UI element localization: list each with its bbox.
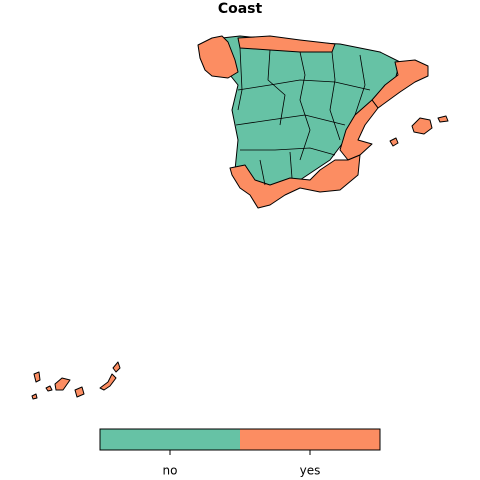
legend-label: no — [163, 464, 178, 478]
mallorca — [411, 117, 433, 135]
mainland — [197, 35, 429, 209]
balearic-islands — [389, 115, 449, 147]
island — [112, 361, 121, 373]
canary-islands — [31, 361, 121, 400]
legend: no yes — [99, 428, 381, 478]
legend-swatch — [240, 429, 380, 450]
island — [54, 377, 71, 391]
island — [45, 385, 53, 392]
ibiza — [389, 137, 399, 147]
island — [31, 393, 38, 400]
island — [99, 373, 117, 391]
catalonia — [371, 59, 429, 109]
galicia — [197, 35, 239, 79]
legend-frame — [99, 428, 381, 451]
province-borders — [235, 47, 371, 186]
island — [33, 371, 41, 383]
island — [74, 386, 85, 398]
map-title: Coast — [218, 1, 263, 17]
south-coast — [229, 154, 361, 209]
legend-swatch — [100, 429, 240, 450]
inland-provinces — [219, 35, 401, 196]
legend-label: yes — [300, 464, 321, 478]
menorca — [437, 115, 449, 123]
